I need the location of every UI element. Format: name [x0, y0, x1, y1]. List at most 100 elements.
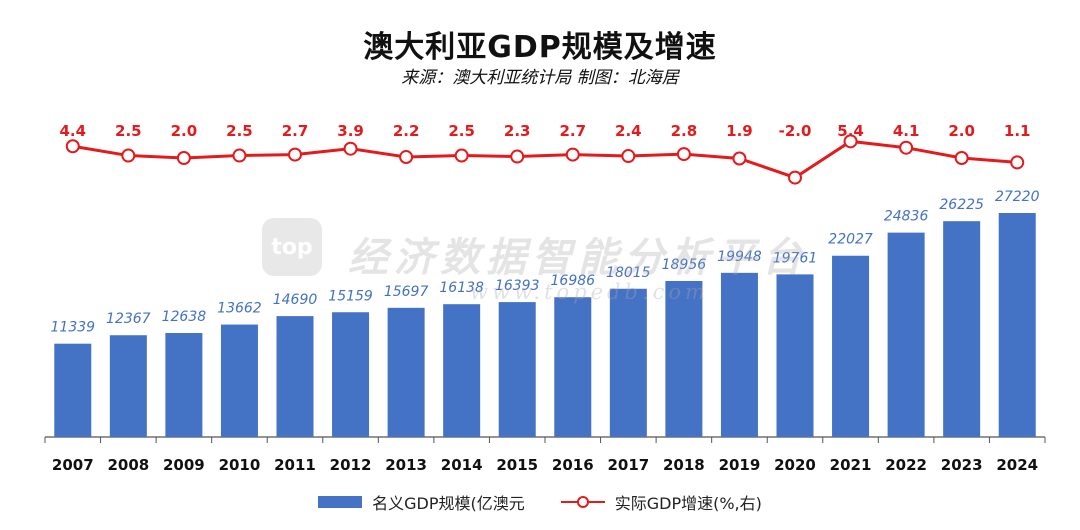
growth-label-2010: 2.5: [226, 122, 253, 140]
bar-value-label-2024: 27220: [995, 189, 1040, 205]
legend-bar-swatch: [318, 496, 363, 508]
watermark-url: www.topedb.com: [470, 280, 709, 304]
growth-point-2023: [954, 151, 969, 165]
growth-label-2021: 5.4: [837, 122, 864, 140]
bar-2010: [220, 324, 258, 437]
growth-label-2007: 4.4: [59, 122, 86, 140]
chart-legend: 名义GDP规模(亿澳元 实际GDP增速(%,右): [0, 490, 1080, 514]
growth-label-2008: 2.5: [115, 122, 142, 140]
bar-value-label-2017: 18015: [606, 265, 651, 281]
growth-label-2015: 2.3: [504, 122, 531, 140]
legend-line-swatch: [560, 496, 605, 508]
bar-value-label-2013: 15697: [384, 284, 429, 300]
bar-value-label-2020: 19761: [773, 250, 818, 266]
x-tick-label-2009: 2009: [163, 456, 205, 474]
growth-point-2021: [843, 134, 858, 149]
bar-value-label-2008: 12367: [106, 311, 151, 327]
growth-label-2014: 2.5: [448, 122, 475, 140]
bar-value-label-2018: 18956: [662, 257, 707, 273]
bar-value-label-2010: 13662: [217, 301, 262, 317]
growth-point-2016: [565, 147, 580, 162]
bar-value-label-2009: 12638: [162, 309, 207, 325]
x-tick-label-2015: 2015: [496, 456, 538, 474]
legend-label-gdp: 名义GDP规模(亿澳元: [372, 494, 525, 513]
bar-2016: [554, 297, 592, 437]
bar-value-label-2012: 15159: [328, 288, 373, 304]
growth-label-2019: 1.9: [726, 122, 753, 140]
growth-point-2011: [288, 147, 302, 162]
bar-2020: [776, 274, 814, 437]
bar-2018: [665, 281, 703, 437]
bar-2022: [887, 232, 925, 437]
growth-label-2016: 2.7: [559, 122, 586, 140]
bar-value-label-2007: 11339: [51, 320, 96, 336]
growth-point-2024: [1010, 155, 1025, 170]
x-tick-label-2020: 2020: [774, 456, 816, 474]
growth-point-2018: [676, 147, 691, 162]
x-tick-label-2011: 2011: [274, 456, 316, 474]
growth-line: [72, 139, 1018, 180]
growth-label-2011: 2.7: [282, 122, 309, 140]
growth-label-2013: 2.2: [393, 122, 420, 140]
x-tick-label-2024: 2024: [996, 456, 1038, 474]
growth-label-2018: 2.8: [671, 122, 698, 140]
x-tick-label-2023: 2023: [941, 456, 983, 474]
bar-2012: [332, 312, 370, 437]
watermark-logo: top: [262, 218, 322, 276]
watermark-text: 经济数据智能分析平台: [348, 235, 808, 281]
bar-2021: [832, 255, 870, 437]
growth-point-2017: [621, 149, 636, 164]
bar-value-label-2014: 16138: [439, 280, 484, 296]
bar-2007: [54, 343, 92, 437]
x-tick-label-2008: 2008: [107, 456, 149, 474]
bar-value-label-2015: 16393: [495, 278, 540, 294]
growth-point-2015: [510, 149, 525, 164]
x-tick-label-2016: 2016: [552, 456, 594, 474]
x-tick-label-2014: 2014: [441, 456, 483, 474]
growth-point-2019: [732, 151, 747, 166]
growth-label-2024: 1.1: [1004, 122, 1031, 140]
growth-point-2022: [899, 140, 914, 155]
bar-2024: [998, 213, 1036, 437]
growth-point-2012: [343, 141, 358, 156]
legend-item-gdp: 名义GDP规模(亿澳元: [318, 490, 525, 514]
growth-point-2009: [176, 151, 191, 165]
bar-value-label-2021: 22027: [828, 232, 873, 248]
growth-point-2010: [232, 148, 247, 163]
chart-subtitle: 来源：澳大利亚统计局 制图：北海居: [401, 68, 679, 88]
bar-2023: [943, 221, 981, 437]
bar-2008: [109, 335, 147, 437]
growth-label-2012: 3.9: [337, 122, 364, 140]
x-tick-label-2017: 2017: [607, 456, 649, 474]
bar-2009: [165, 332, 203, 437]
bar-2015: [498, 302, 536, 437]
growth-label-2022: 4.1: [893, 122, 920, 140]
chart-title: 澳大利亚GDP规模及增速: [363, 30, 717, 65]
x-tick-label-2007: 2007: [52, 456, 94, 474]
bar-value-label-2022: 24836: [884, 209, 929, 225]
x-tick-label-2010: 2010: [219, 456, 261, 474]
bar-2014: [443, 304, 481, 437]
growth-point-2020: [788, 170, 802, 185]
growth-label-2009: 2.0: [171, 122, 198, 140]
growth-label-2020: -2.0: [779, 122, 812, 140]
growth-label-2023: 2.0: [948, 122, 975, 140]
x-tick-label-2012: 2012: [330, 456, 372, 474]
bar-value-label-2011: 14690: [273, 292, 318, 308]
x-tick-label-2013: 2013: [385, 456, 427, 474]
bar-2011: [276, 316, 314, 437]
growth-point-2008: [121, 148, 136, 163]
x-tick-label-2022: 2022: [885, 456, 927, 474]
legend-label-growth: 实际GDP增速(%,右): [614, 494, 762, 513]
growth-point-2007: [65, 139, 80, 154]
x-tick-label-2018: 2018: [663, 456, 705, 474]
growth-label-2017: 2.4: [615, 122, 642, 140]
x-tick-label-2019: 2019: [719, 456, 761, 474]
bar-2017: [609, 288, 647, 437]
x-tick-label-2021: 2021: [830, 456, 872, 474]
growth-point-2014: [454, 148, 469, 163]
bar-value-label-2016: 16986: [551, 273, 596, 289]
bar-value-label-2019: 19948: [717, 249, 762, 265]
legend-item-growth: 实际GDP增速(%,右): [560, 490, 762, 514]
